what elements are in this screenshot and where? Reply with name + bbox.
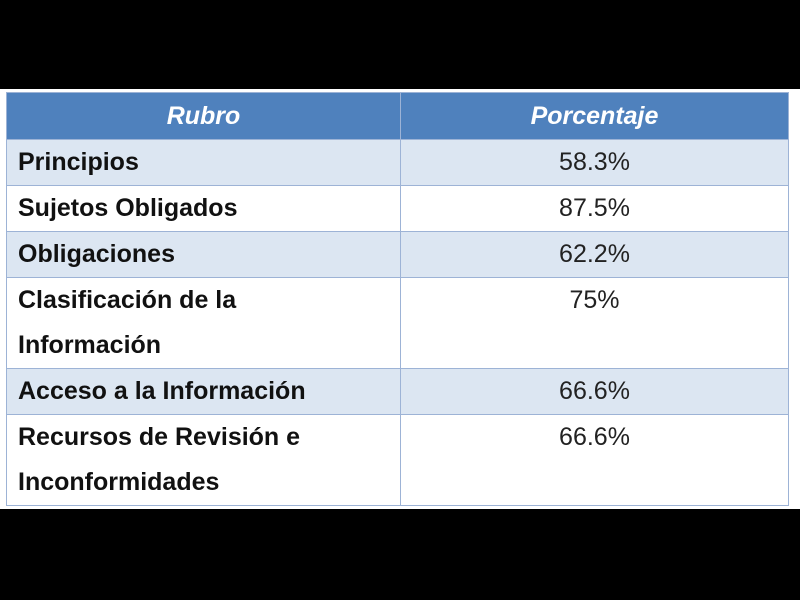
rubro-cell: Principios (6, 139, 401, 186)
percentage-cell: 66.6% (400, 414, 789, 506)
rubro-line-2: Inconformidades (18, 468, 220, 496)
percentage-cell: 62.2% (400, 231, 789, 278)
percentage-table-container: Rubro Porcentaje Principios 58.3% Sujeto… (6, 92, 789, 506)
rubro-cell: Sujetos Obligados (6, 185, 401, 232)
rubro-line-1: Clasificación de la (18, 286, 237, 314)
table-row: Sujetos Obligados 87.5% (6, 185, 789, 232)
header-porcentaje: Porcentaje (400, 92, 789, 140)
percentage-cell: 58.3% (400, 139, 789, 186)
rubro-cell: Acceso a la Información (6, 368, 401, 415)
percentage-cell: 75% (400, 277, 789, 369)
table-row: Obligaciones 62.2% (6, 231, 789, 278)
table-header-row: Rubro Porcentaje (6, 92, 789, 140)
percentage-table: Rubro Porcentaje Principios 58.3% Sujeto… (6, 92, 789, 506)
rubro-line-1: Recursos de Revisión e (18, 423, 301, 451)
rubro-cell: Recursos de Revisión e Inconformidades (6, 414, 401, 506)
table-row: Acceso a la Información 66.6% (6, 368, 789, 415)
percentage-cell: 66.6% (400, 368, 789, 415)
table-row: Principios 58.3% (6, 139, 789, 186)
rubro-line-2: Información (18, 331, 162, 359)
rubro-cell: Obligaciones (6, 231, 401, 278)
table-row: Clasificación de la Información 75% (6, 277, 789, 369)
table-row: Recursos de Revisión e Inconformidades 6… (6, 414, 789, 506)
rubro-cell: Clasificación de la Información (6, 277, 401, 369)
header-rubro: Rubro (6, 92, 401, 140)
percentage-cell: 87.5% (400, 185, 789, 232)
